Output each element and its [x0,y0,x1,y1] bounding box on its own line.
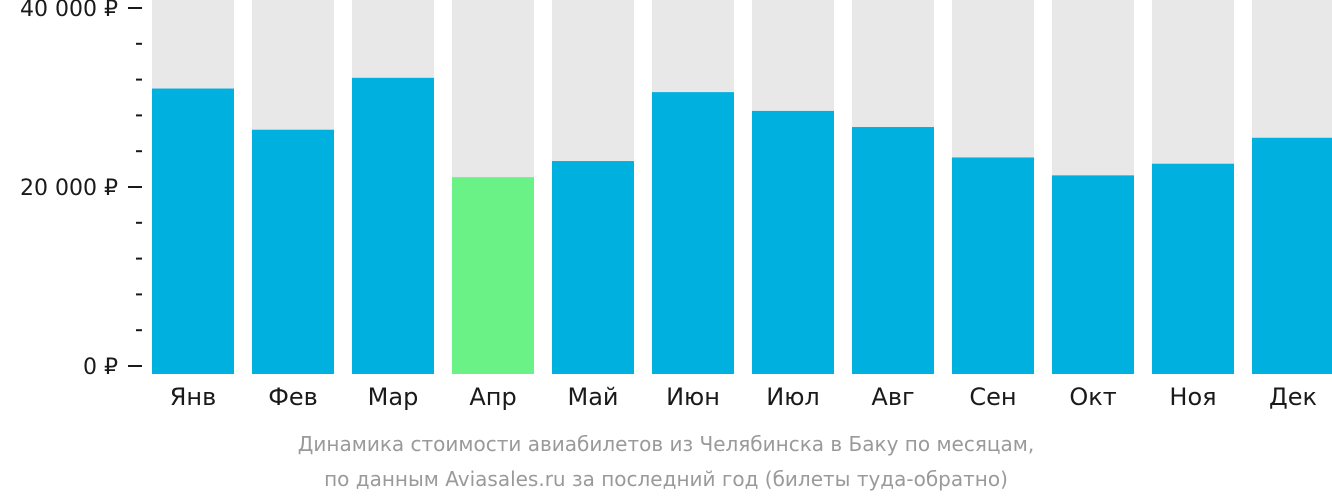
x-tick-label: Дек [1269,383,1317,411]
y-tick-label: 40 000 ₽ [20,0,118,22]
x-tick-label: Июн [666,383,720,411]
bar-2[interactable] [252,129,334,374]
chart-caption-line-1: Динамика стоимости авиабилетов из Челяби… [297,432,1035,456]
y-tick-label: 20 000 ₽ [20,176,118,201]
bar-5[interactable] [552,161,634,374]
bar-9[interactable] [952,157,1034,374]
bar-10[interactable] [1052,175,1134,374]
x-axis-labels: Янв Фев Мар Апр Май Июн Июл Авг Сен Окт Ноя Дек [170,383,1317,411]
y-axis: 40 000 ₽ 20 000 ₽ 0 ₽ [20,0,142,380]
x-tick-label: Апр [469,383,516,411]
bar-3[interactable] [352,77,434,374]
bar-6[interactable] [652,92,734,374]
x-tick-label: Янв [170,383,217,411]
x-tick-label: Июл [766,383,820,411]
y-tick-label: 0 ₽ [83,355,118,380]
x-tick-label: Сен [969,383,1016,411]
bar-1[interactable] [152,88,234,375]
bar-11[interactable] [1152,163,1234,374]
x-tick-label: Авг [871,383,914,411]
x-tick-label: Мар [368,383,419,411]
x-tick-label: Ноя [1169,383,1216,411]
bar-12[interactable] [1252,137,1332,374]
bar-7[interactable] [752,110,834,375]
x-tick-label: Окт [1069,383,1116,411]
bar-8[interactable] [852,127,934,374]
x-tick-label: Фев [268,383,318,411]
data-bars [152,77,1332,375]
x-tick-label: Май [567,383,618,411]
chart-caption-line-2: по данным Aviasales.ru за последний год … [324,467,1008,491]
bar-4[interactable] [452,177,534,374]
